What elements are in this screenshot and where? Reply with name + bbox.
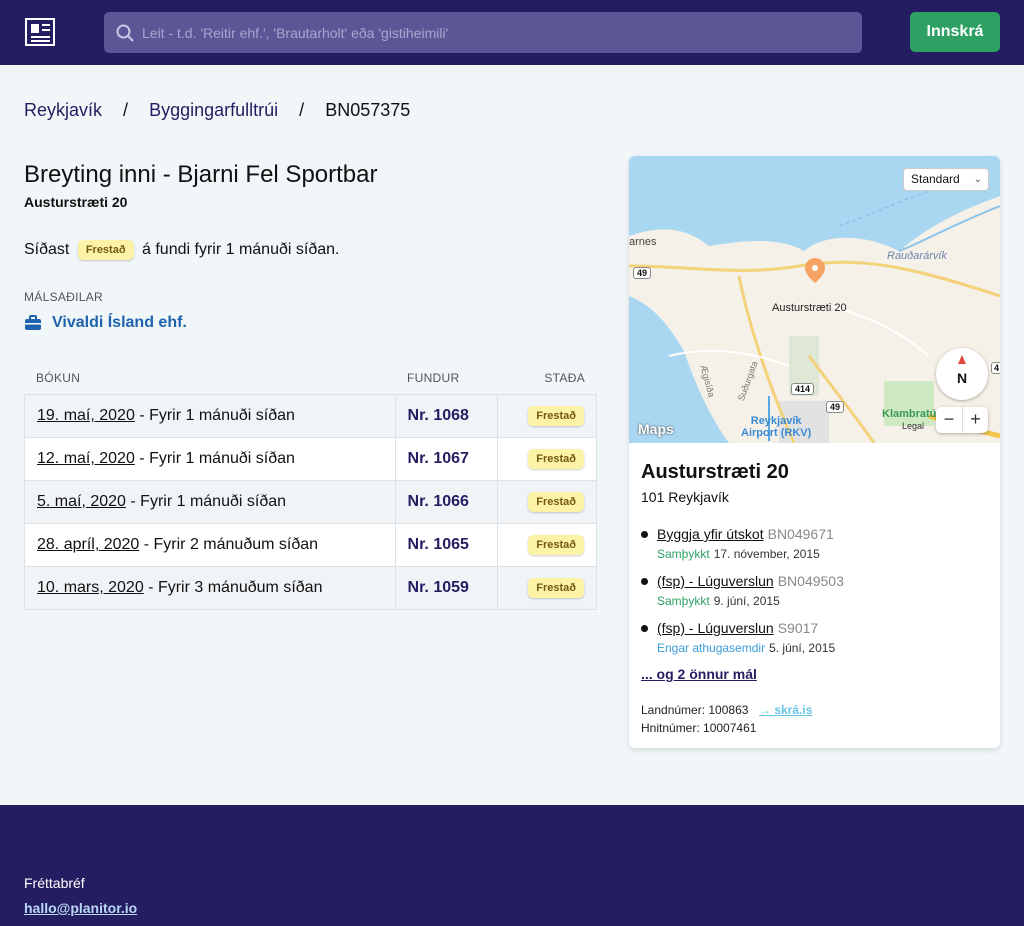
last-prefix: Síðast [24,241,70,259]
search-icon [116,24,134,42]
newsletter-label: Fréttabréf [24,875,85,891]
status-badge: Frestað [528,449,584,469]
status-badge: Frestað [528,535,584,555]
hnit-number: Hnitnúmer: 10007461 [641,721,757,735]
map-label-west: arnes [629,236,657,248]
logo-icon[interactable] [24,16,56,48]
header: Innskrá [0,0,1024,65]
last-suffix: á fundi fyrir 1 mánuði síðan. [142,241,340,259]
breadcrumb-current: BN057375 [325,100,411,120]
case-status: Engar athugasemdir [657,641,766,655]
case-code: BN049671 [767,526,834,542]
table-row: 19. maí, 2020 - Fyrir 1 mánuði síðan Nr.… [24,394,597,438]
zoom-controls: − + [936,407,988,433]
minute-relative: - Fyrir 3 mánuðum síðan [143,579,323,596]
map-type-select[interactable]: Standard ⌄ [903,168,989,191]
case-link[interactable]: (fsp) - Lúguverslun [657,573,774,589]
minute-date-link[interactable]: 12. maí, 2020 [37,450,135,467]
minute-relative: - Fyrir 1 mánuði síðan [134,407,295,424]
map-road-marker: 49 [633,267,652,279]
location-card: Standard ⌄ arnes Rauðarárvík 49 414 49 4 … [629,156,1000,748]
map-type-value: Standard [911,172,960,186]
status-badge: Frestað [528,578,584,598]
case-status: Samþykkt [657,594,710,608]
case-status: Samþykkt [657,547,710,561]
breadcrumb-separator: / [299,100,305,120]
party-link[interactable]: Vivaldi Ísland ehf. [24,314,187,332]
status-badge: Frestað [77,240,134,260]
breadcrumb-separator: / [123,100,129,120]
briefcase-icon [25,315,41,330]
meeting-number[interactable]: Nr. 1065 [394,523,499,567]
map-park-label: Klambratú [882,408,937,420]
location-postal: 101 Reykjavík [641,489,729,505]
status-badge: Frestað [528,492,584,512]
compass-button[interactable]: N [936,348,988,400]
col-fundur: FUNDUR [407,371,460,385]
minutes-table: 19. maí, 2020 - Fyrir 1 mánuði síðan Nr.… [24,394,597,610]
meeting-number[interactable]: Nr. 1068 [394,394,499,438]
map-road-marker: 4 [991,362,1000,374]
map-airport-label: Reykjavík Airport (RKV) [741,415,812,439]
meeting-number[interactable]: Nr. 1059 [394,566,499,610]
col-bokun: BÓKUN [36,371,81,385]
map-canvas[interactable] [629,156,1000,444]
breadcrumb: Reykjavík / Byggingarfulltrúi / BN057375 [24,100,410,121]
apple-maps-logo: Maps [638,421,674,437]
compass-label: N [956,370,968,386]
map-brand: Maps [638,421,674,437]
search-box [104,12,862,53]
meeting-number[interactable]: Nr. 1067 [394,437,499,481]
map-road-marker: 49 [826,401,845,413]
minute-date-link[interactable]: 19. maí, 2020 [37,407,135,424]
case-address: Austurstræti 20 [24,194,128,210]
minute-relative: - Fyrir 1 mánuði síðan [125,493,287,510]
chevron-down-icon: ⌄ [973,174,982,185]
case-date: 17. nóvember, 2015 [713,547,820,561]
bullet-icon [641,531,648,538]
party-name: Vivaldi Ísland ehf. [52,314,187,331]
parties-label: MÁLSAÐILAR [24,290,104,304]
minute-relative: - Fyrir 2 mánuðum síðan [139,536,319,553]
minute-date-link[interactable]: 5. maí, 2020 [37,493,126,510]
table-row: 5. maí, 2020 - Fyrir 1 mánuði síðan Nr. … [24,480,597,524]
login-button[interactable]: Innskrá [910,12,1000,52]
case-date: 5. júní, 2015 [769,641,836,655]
table-row: 28. apríl, 2020 - Fyrir 2 mánuðum síðan … [24,523,597,567]
zoom-in-button[interactable]: + [962,407,988,433]
minute-date-link[interactable]: 10. mars, 2020 [37,579,144,596]
case-link[interactable]: Byggja yfir útskot [657,526,764,542]
minute-date-link[interactable]: 28. apríl, 2020 [37,536,140,553]
bullet-icon [641,578,648,585]
meeting-number[interactable]: Nr. 1066 [394,480,499,524]
map-label-east: Rauðarárvík [887,250,947,262]
case-code: S9017 [777,620,819,636]
map[interactable]: Standard ⌄ arnes Rauðarárvík 49 414 49 4 … [629,156,1000,444]
table-row: 10. mars, 2020 - Fyrir 3 mánuðum síðan N… [24,566,597,610]
breadcrumb-reykjavik[interactable]: Reykjavík [24,100,103,120]
map-legal-link[interactable]: Legal [902,421,925,431]
bullet-icon [641,625,648,632]
status-badge: Frestað [528,406,584,426]
minute-relative: - Fyrir 1 mánuði síðan [134,450,295,467]
case-code: BN049503 [777,573,844,589]
compass-needle-icon [958,355,966,364]
footer: Fréttabréf hallo@planitor.io [0,805,1024,926]
case-link[interactable]: (fsp) - Lúguverslun [657,620,774,636]
email-link[interactable]: hallo@planitor.io [24,900,138,916]
last-status-line: Síðast Frestað á fundi fyrir 1 mánuði sí… [24,240,339,260]
case-date: 9. júní, 2015 [713,594,780,608]
breadcrumb-byggingarfulltrui[interactable]: Byggingarfulltrúi [149,100,279,120]
location-title: Austurstræti 20 [641,461,789,483]
map-road-marker: 414 [791,383,815,395]
page-title: Breyting inni - Bjarni Fel Sportbar [24,161,378,188]
table-row: 12. maí, 2020 - Fyrir 1 mánuði síðan Nr.… [24,437,597,481]
col-stada: STAÐA [544,371,585,385]
zoom-out-button[interactable]: − [943,409,955,429]
search-input[interactable] [142,12,842,53]
land-number: Landnúmer: 100863 [641,703,749,717]
map-pin-label: Austurstræti 20 [772,302,847,314]
skra-link[interactable]: → skrá.is [759,703,813,717]
more-cases-link[interactable]: ... og 2 önnur mál [641,666,757,682]
